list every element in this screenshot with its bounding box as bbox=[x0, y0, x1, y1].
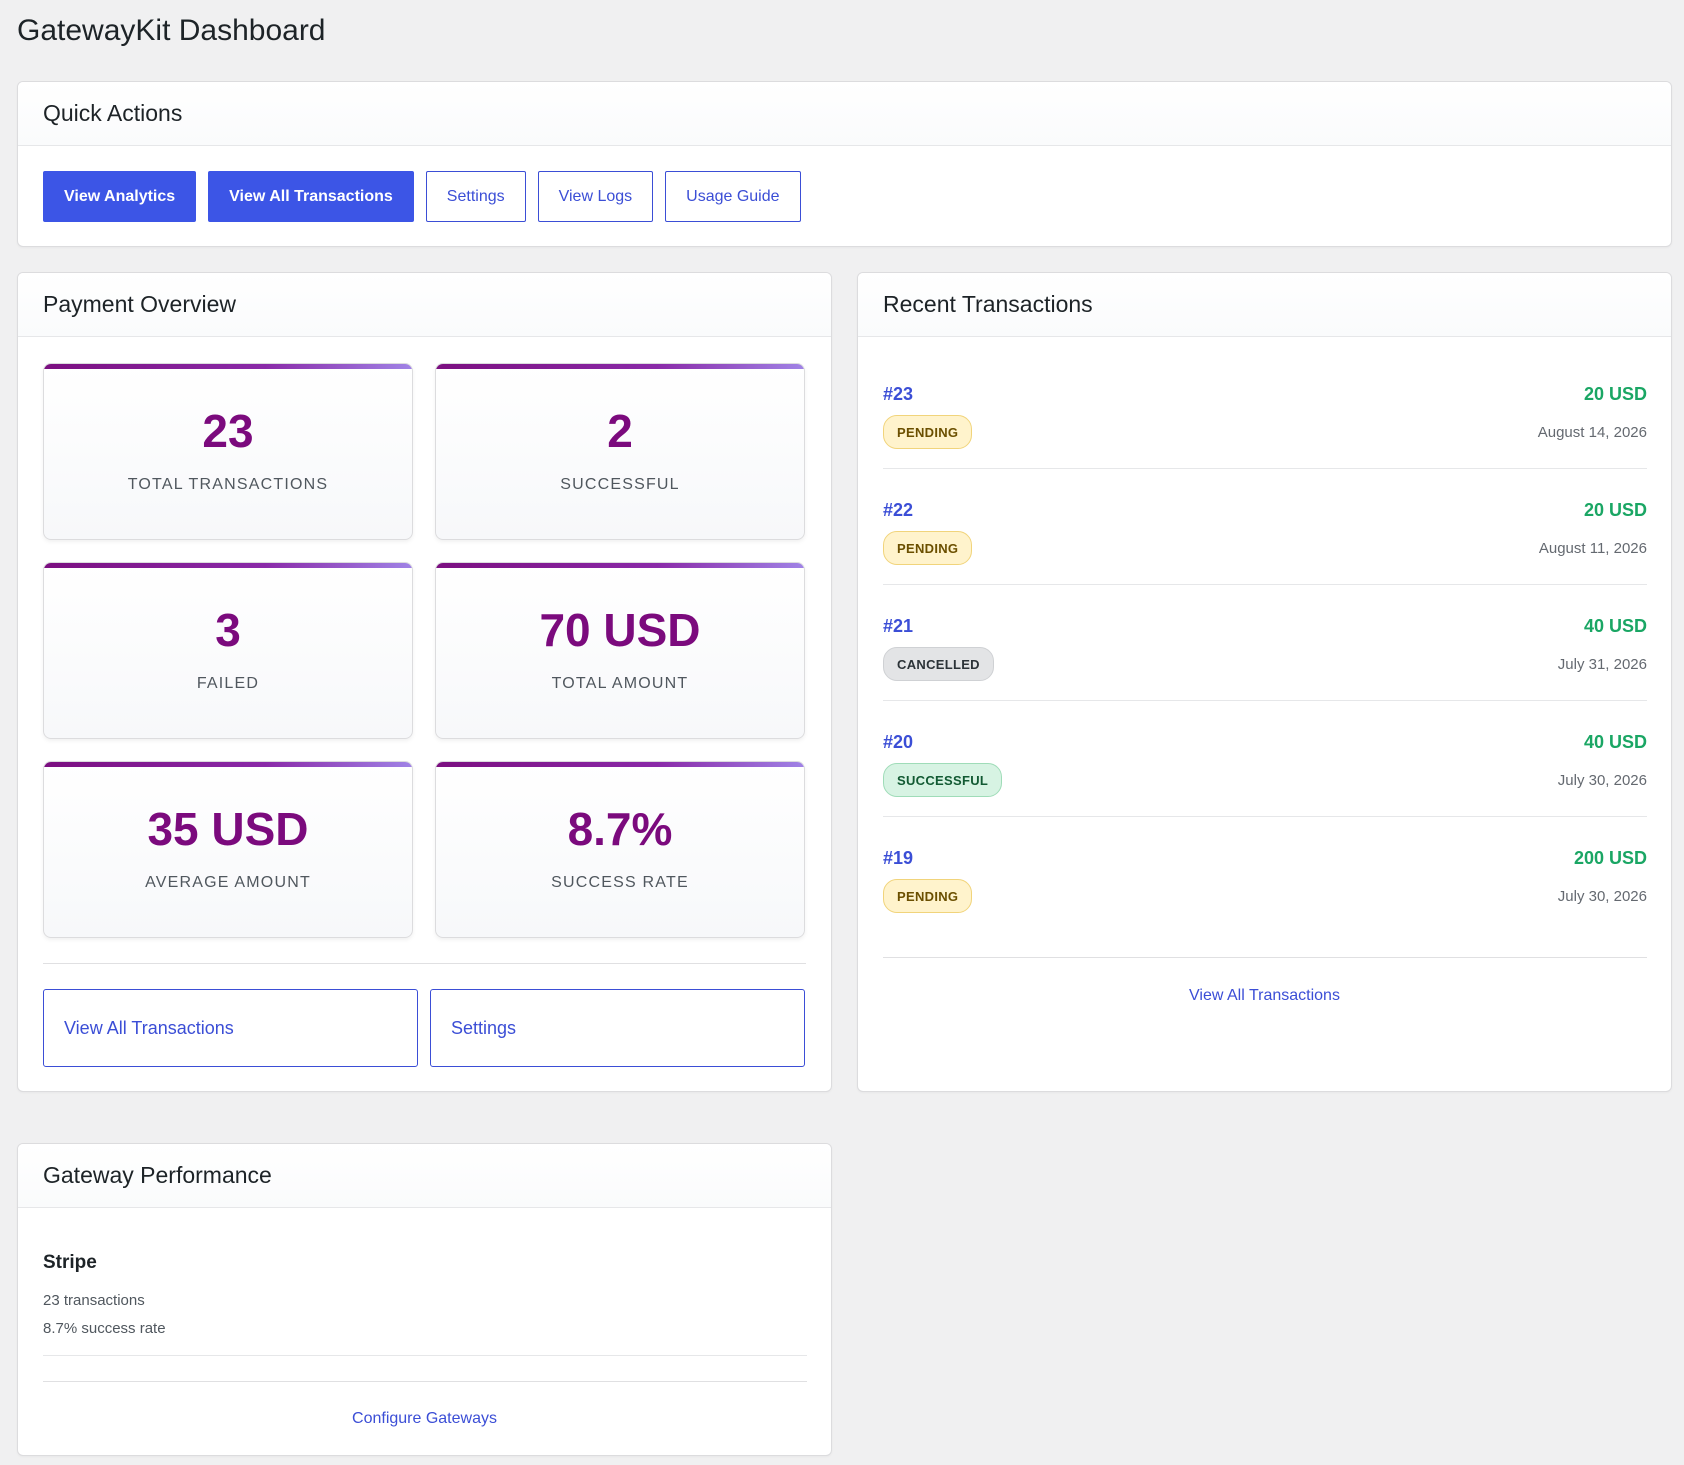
status-badge: PENDING bbox=[883, 879, 973, 913]
overview-view-all-transactions-button[interactable]: View All Transactions bbox=[43, 989, 418, 1067]
transaction-amount: 40 USD bbox=[1583, 732, 1647, 752]
transaction-date: August 11, 2026 bbox=[1538, 540, 1647, 557]
gateway-performance-title: Gateway Performance bbox=[43, 1162, 272, 1188]
transaction-row: #19 200 USD PENDING July 30, 2026 bbox=[883, 817, 1647, 933]
view-logs-button[interactable]: View Logs bbox=[537, 171, 654, 222]
gateway-performance-header: Gateway Performance bbox=[18, 1144, 831, 1208]
recent-transactions-header: Recent Transactions bbox=[858, 273, 1671, 337]
stat-value: 70 USD bbox=[539, 604, 701, 656]
stat-success-rate: 8.7% SUCCESS RATE bbox=[435, 761, 805, 938]
divider bbox=[43, 1381, 807, 1382]
view-all-transactions-button[interactable]: View All Transactions bbox=[208, 171, 414, 222]
transaction-id-link[interactable]: #20 bbox=[883, 732, 914, 752]
stat-value: 3 bbox=[215, 604, 241, 656]
settings-button[interactable]: Settings bbox=[425, 171, 526, 222]
stat-label: SUCCESS RATE bbox=[551, 874, 689, 891]
stat-label: AVERAGE AMOUNT bbox=[145, 874, 311, 891]
stat-total-amount: 70 USD TOTAL AMOUNT bbox=[435, 562, 805, 739]
transaction-amount: 40 USD bbox=[1583, 616, 1647, 636]
transaction-amount: 20 USD bbox=[1583, 500, 1647, 520]
divider bbox=[43, 963, 806, 964]
payment-overview-header: Payment Overview bbox=[18, 273, 831, 337]
divider bbox=[43, 1355, 807, 1356]
stat-label: TOTAL TRANSACTIONS bbox=[127, 476, 329, 493]
status-badge: SUCCESSFUL bbox=[883, 763, 1003, 797]
payment-overview-title: Payment Overview bbox=[43, 291, 237, 317]
stat-total-transactions: 23 TOTAL TRANSACTIONS bbox=[43, 363, 413, 540]
transaction-row: #21 40 USD CANCELLED July 31, 2026 bbox=[883, 585, 1647, 701]
gateway-transactions: 23 transactions bbox=[43, 1292, 145, 1309]
quick-actions-card: Quick Actions View Analytics View All Tr… bbox=[17, 81, 1672, 247]
usage-guide-button[interactable]: Usage Guide bbox=[665, 171, 801, 222]
gateway-name: Stripe bbox=[43, 1252, 97, 1273]
stat-label: FAILED bbox=[196, 675, 260, 692]
transaction-id-link[interactable]: #22 bbox=[883, 500, 914, 520]
transaction-row: #23 20 USD PENDING August 14, 2026 bbox=[883, 353, 1647, 469]
quick-actions-header: Quick Actions bbox=[18, 82, 1671, 146]
stat-failed: 3 FAILED bbox=[43, 562, 413, 739]
recent-transactions-title: Recent Transactions bbox=[883, 291, 1093, 317]
stat-label: TOTAL AMOUNT bbox=[551, 675, 689, 692]
gateway-meta: 23 transactions 8.7% success rate bbox=[43, 1287, 807, 1343]
stats-grid: 23 TOTAL TRANSACTIONS 2 SUCCESSFUL 3 FAI… bbox=[43, 363, 805, 938]
transaction-row: #20 40 USD SUCCESSFUL July 30, 2026 bbox=[883, 701, 1647, 817]
transaction-date: August 14, 2026 bbox=[1537, 424, 1647, 441]
quick-actions-buttons: View Analytics View All Transactions Set… bbox=[43, 171, 801, 222]
stat-value: 8.7% bbox=[567, 803, 673, 855]
page-title: GatewayKit Dashboard bbox=[17, 14, 326, 47]
transaction-amount: 20 USD bbox=[1583, 384, 1647, 404]
status-badge: PENDING bbox=[883, 415, 973, 449]
stat-value: 23 bbox=[202, 405, 254, 457]
configure-gateways-link[interactable]: Configure Gateways bbox=[352, 1410, 497, 1427]
recent-view-all-transactions-link[interactable]: View All Transactions bbox=[1189, 987, 1340, 1004]
transaction-amount: 200 USD bbox=[1573, 848, 1647, 868]
transaction-date: July 31, 2026 bbox=[1557, 656, 1647, 673]
transaction-id-link[interactable]: #21 bbox=[883, 616, 914, 636]
payment-overview-card: Payment Overview 23 TOTAL TRANSACTIONS 2… bbox=[17, 272, 832, 1092]
gateway-item-stripe: Stripe 23 transactions 8.7% success rate bbox=[43, 1252, 807, 1343]
transaction-id-link[interactable]: #23 bbox=[883, 384, 914, 404]
transaction-list: #23 20 USD PENDING August 14, 2026 #22 2… bbox=[883, 353, 1647, 933]
view-analytics-button[interactable]: View Analytics bbox=[43, 171, 197, 222]
stat-successful: 2 SUCCESSFUL bbox=[435, 363, 805, 540]
gateway-performance-card: Gateway Performance Stripe 23 transactio… bbox=[17, 1143, 832, 1456]
quick-actions-title: Quick Actions bbox=[43, 100, 183, 126]
payment-overview-actions: View All Transactions Settings bbox=[43, 989, 805, 1067]
transaction-date: July 30, 2026 bbox=[1557, 888, 1647, 905]
transaction-id-link[interactable]: #19 bbox=[883, 848, 914, 868]
stat-value: 35 USD bbox=[147, 803, 309, 855]
divider bbox=[883, 957, 1647, 958]
stat-average-amount: 35 USD AVERAGE AMOUNT bbox=[43, 761, 413, 938]
recent-transactions-card: Recent Transactions #23 20 USD PENDING A… bbox=[857, 272, 1672, 1092]
gateway-success-rate: 8.7% success rate bbox=[43, 1320, 166, 1337]
transaction-date: July 30, 2026 bbox=[1557, 772, 1647, 789]
status-badge: CANCELLED bbox=[883, 647, 994, 681]
stat-value: 2 bbox=[607, 405, 633, 457]
overview-settings-button[interactable]: Settings bbox=[430, 989, 805, 1067]
stat-label: SUCCESSFUL bbox=[560, 476, 680, 493]
transaction-row: #22 20 USD PENDING August 11, 2026 bbox=[883, 469, 1647, 585]
status-badge: PENDING bbox=[883, 531, 973, 565]
